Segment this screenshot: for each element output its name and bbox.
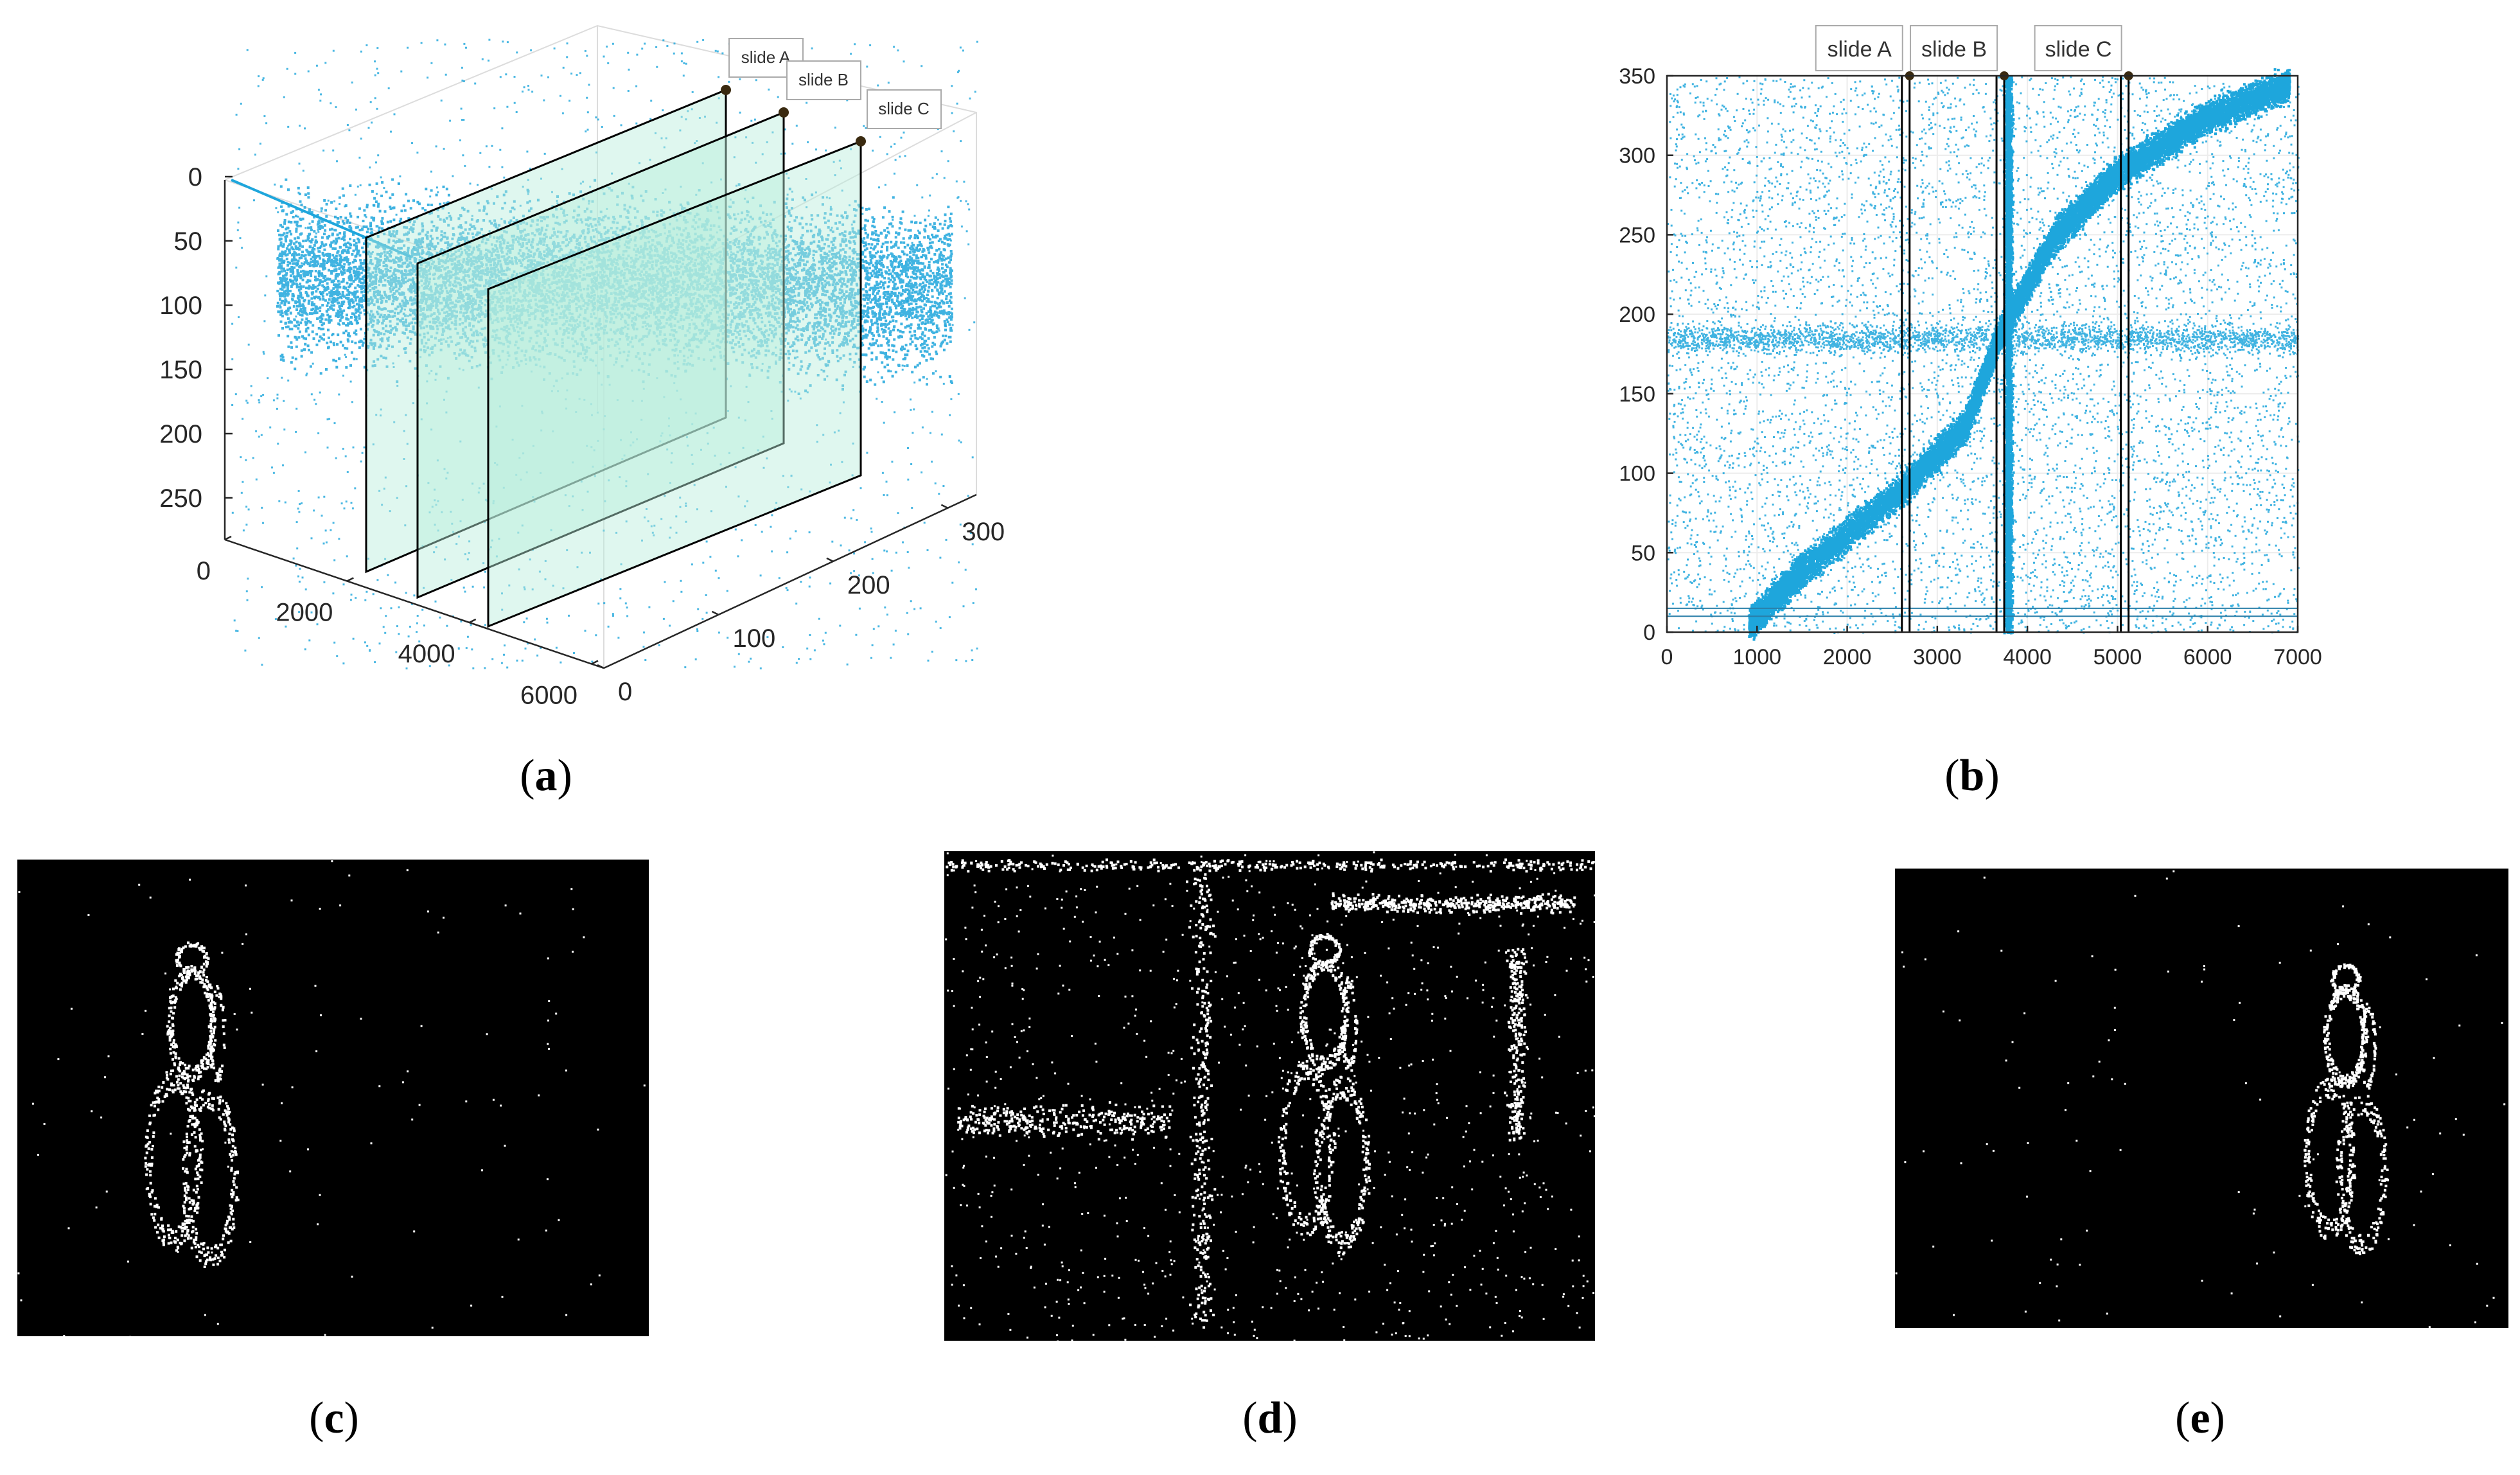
x-tick-label: 2000 — [1823, 645, 1872, 669]
y-tick-label: 100 — [1619, 462, 1655, 486]
caption-b: (b) — [1944, 751, 2000, 800]
svg-text:slide B: slide B — [1921, 37, 1987, 62]
x-tick-label: 2000 — [276, 599, 333, 627]
caption-c: (c) — [309, 1393, 359, 1443]
svg-text:slide A: slide A — [1828, 37, 1892, 62]
z-tick-label: 150 — [159, 356, 202, 384]
x-tick-label: 1000 — [1732, 645, 1781, 669]
x-tick-label: 6000 — [520, 682, 577, 710]
slide-line-3: slide C — [2034, 25, 2133, 632]
z-tick-label: 250 — [159, 484, 202, 513]
slide-plane-1: slide A — [365, 38, 804, 574]
caption-a: (a) — [520, 751, 572, 800]
x-tick-label: 7000 — [2273, 645, 2322, 669]
slides-group: slide A slide B slide C — [365, 38, 942, 628]
z-tick-label: 50 — [174, 227, 203, 256]
caption-e: (e) — [2175, 1393, 2225, 1443]
frame-c-slide-a — [17, 860, 649, 1336]
y-tick-label: 0 — [1643, 621, 1655, 645]
slide-line-2: slide B — [1910, 25, 2009, 632]
y-tick-label: 250 — [1619, 223, 1655, 247]
svg-text:slide C: slide C — [878, 99, 929, 118]
y-tick-label: 100 — [732, 624, 775, 653]
slide-line-1: slide A — [1815, 25, 1914, 632]
z-tick-label: 200 — [159, 420, 202, 448]
slide-label-2: slide B — [786, 60, 861, 100]
plot-frame — [1666, 75, 2299, 633]
slide-label-2: slide B — [1910, 25, 1998, 71]
axis-lines — [224, 180, 977, 669]
y-tick-label: 200 — [1619, 303, 1655, 327]
frame-d-slide-b — [944, 851, 1595, 1341]
panel-a-3d-scatter: slide A slide B slide C 0 50 100 150 200 250 0 2… — [159, 24, 1005, 710]
y-tick-label: 350 — [1619, 64, 1655, 89]
slide-plane-2: slide B — [416, 60, 861, 599]
y-tick-label: 200 — [847, 571, 890, 599]
x-tick-label: 4000 — [398, 640, 455, 668]
x-tick-label: 0 — [1661, 645, 1673, 669]
x-tick-label: 5000 — [2093, 645, 2142, 669]
slide-plane-3: slide C — [487, 89, 942, 628]
slide-label-1: slide A — [728, 38, 804, 78]
svg-text:slide B: slide B — [798, 70, 849, 89]
slide-label-1: slide A — [1815, 25, 1903, 71]
event-points — [945, 851, 1595, 1341]
y-tick-label: 300 — [962, 518, 1005, 546]
y-tick-label: 0 — [618, 678, 632, 706]
y-tick-label: 50 — [1631, 541, 1655, 565]
svg-text:slide A: slide A — [741, 48, 791, 67]
x-tick-label: 3000 — [1913, 645, 1962, 669]
x-tick-label: 6000 — [2183, 645, 2232, 669]
x-tick-label: 4000 — [2003, 645, 2052, 669]
z-tick-label: 0 — [188, 163, 202, 191]
slide-label-3: slide C — [2034, 25, 2122, 71]
caption-d: (d) — [1242, 1393, 1298, 1443]
slide-lines: slide A slide B slide C — [1815, 25, 2133, 632]
slide-label-3: slide C — [867, 89, 942, 129]
svg-text:slide C: slide C — [2045, 37, 2112, 62]
y-tick-label: 300 — [1619, 144, 1655, 168]
x-tick-label: 0 — [197, 557, 211, 585]
scatter-points — [1667, 68, 2300, 641]
z-tick-label: 100 — [159, 292, 202, 320]
y-tick-label: 150 — [1619, 382, 1655, 407]
frame-e-slide-c — [1895, 869, 2508, 1328]
